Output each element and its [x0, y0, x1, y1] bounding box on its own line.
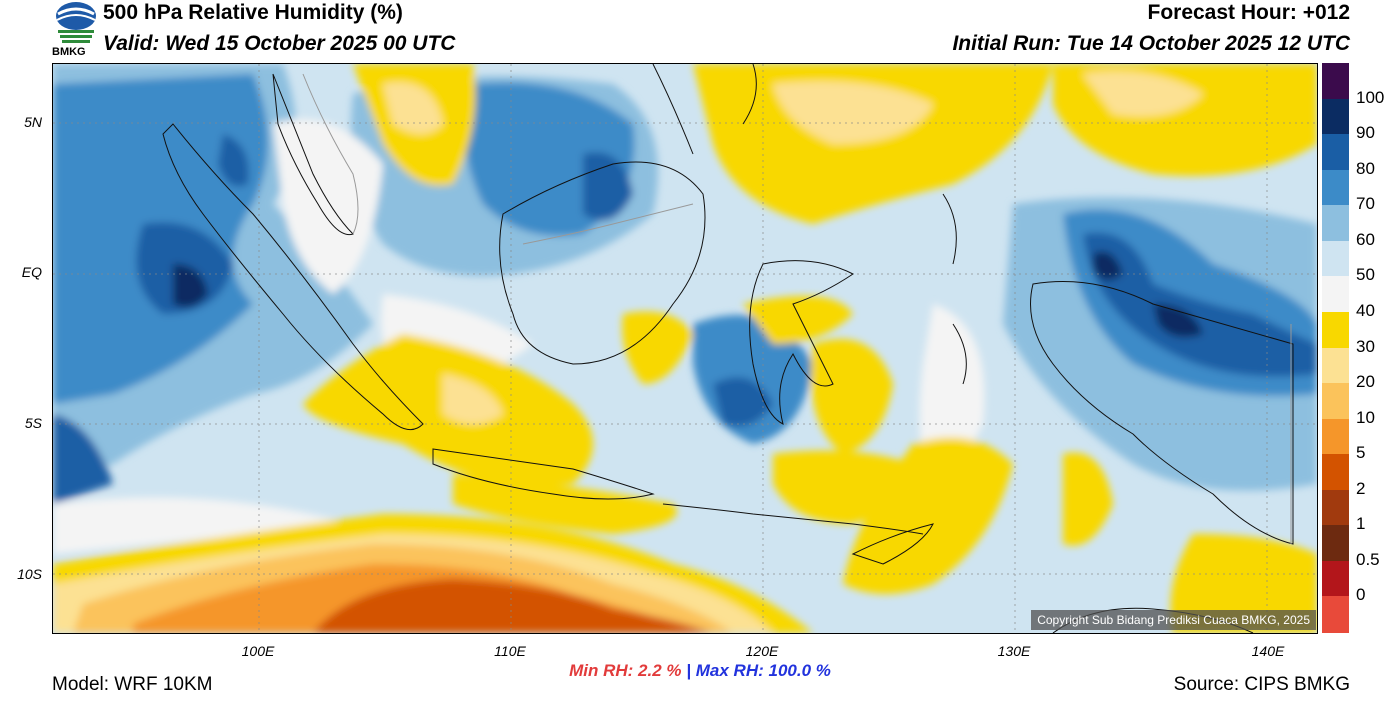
- colorbar-label: 10: [1356, 407, 1375, 427]
- lat-label-5s: 5S: [24, 415, 42, 431]
- colorbar-label: 20: [1356, 372, 1375, 392]
- colorbar-segment: [1322, 418, 1349, 455]
- valid-time: Valid: Wed 15 October 2025 00 UTC: [103, 32, 456, 55]
- colorbar-segment: [1322, 560, 1349, 597]
- max-rh-label: Max RH:: [695, 661, 764, 680]
- model-name: Model: WRF 10KM: [52, 674, 213, 695]
- colorbar-label: 80: [1356, 158, 1375, 178]
- colorbar-segment: [1322, 276, 1349, 313]
- lat-label-10s: 10S: [17, 566, 42, 582]
- colorbar-segment: [1322, 383, 1349, 420]
- borders: [302, 73, 1292, 544]
- logo-text: BMKG: [52, 46, 86, 58]
- colorbar-label: 60: [1356, 229, 1375, 249]
- colorbar-label: 30: [1356, 336, 1375, 356]
- colorbar-label: 50: [1356, 265, 1375, 285]
- lon-label-100e: 100E: [241, 643, 275, 659]
- colorbar-label: 70: [1356, 194, 1375, 214]
- chart-title: 500 hPa Relative Humidity (%): [103, 1, 403, 24]
- colorbar-segment: [1322, 134, 1349, 171]
- colorbar-segment: [1322, 98, 1349, 135]
- data-source: Source: CIPS BMKG: [1173, 674, 1350, 695]
- colorbar-segment: [1322, 205, 1349, 242]
- lat-label-eq: EQ: [21, 264, 42, 280]
- grid-lines: [53, 64, 1317, 633]
- colorbar-segment: [1322, 489, 1349, 526]
- colorbar: [1322, 63, 1349, 633]
- bmkg-logo: [52, 0, 100, 60]
- colorbar-label: 100: [1356, 87, 1385, 107]
- initial-run: Initial Run: Tue 14 October 2025 12 UTC: [952, 32, 1350, 55]
- min-rh-value: 2.2 %: [638, 661, 682, 680]
- colorbar-label: 1: [1356, 514, 1366, 534]
- colorbar-segment: [1322, 525, 1349, 562]
- colorbar-label: 5: [1356, 443, 1366, 463]
- colorbar-label: 2: [1356, 478, 1366, 498]
- colorbar-label: 90: [1356, 123, 1375, 143]
- colorbar-segment: [1322, 240, 1349, 277]
- lon-label-140e: 140E: [1251, 643, 1285, 659]
- colorbar-segment: [1322, 311, 1349, 348]
- colorbar-label: 40: [1356, 300, 1375, 320]
- lat-label-5n: 5N: [24, 114, 42, 130]
- min-rh-label: Min RH:: [569, 661, 634, 680]
- colorbar-segment: [1322, 63, 1349, 100]
- colorbar-segment: [1322, 169, 1349, 206]
- copyright-notice: Copyright Sub Bidang Prediksi Cuaca BMKG…: [1031, 610, 1316, 630]
- max-rh-value: 100.0 %: [768, 661, 831, 680]
- stats-separator: |: [686, 661, 692, 680]
- rh-stats: Min RH: 2.2 % | Max RH: 100.0 %: [0, 661, 1400, 681]
- colorbar-segment: [1322, 596, 1349, 633]
- lon-label-120e: 120E: [745, 643, 779, 659]
- forecast-hour: Forecast Hour: +012: [1147, 1, 1351, 24]
- lon-label-110e: 110E: [494, 643, 526, 659]
- colorbar-segment: [1322, 454, 1349, 491]
- lon-label-130e: 130E: [997, 643, 1031, 659]
- colorbar-label: 0.5: [1356, 549, 1380, 569]
- colorbar-segment: [1322, 347, 1349, 384]
- humidity-map: [52, 63, 1318, 634]
- colorbar-label: 0: [1356, 585, 1366, 605]
